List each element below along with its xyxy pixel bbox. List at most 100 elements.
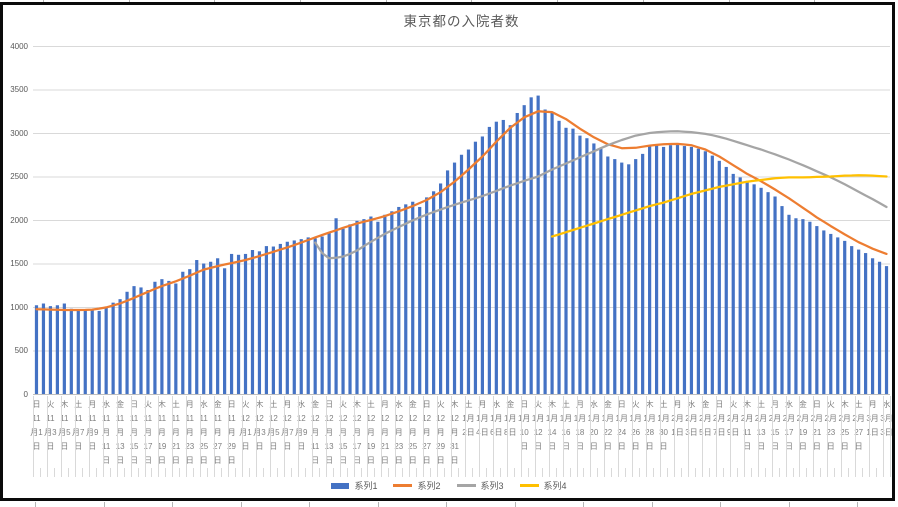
bar-系列1[interactable] [439, 183, 443, 394]
bar-系列1[interactable] [292, 240, 296, 394]
bar-系列1[interactable] [487, 126, 491, 394]
bar-系列1[interactable] [243, 253, 248, 394]
bar-系列1[interactable] [313, 238, 317, 394]
bar-系列1[interactable] [473, 141, 478, 394]
bar-系列1[interactable] [299, 239, 303, 394]
bar-系列1[interactable] [271, 246, 275, 394]
bar-系列1[interactable] [285, 241, 289, 394]
bar-系列1[interactable] [710, 155, 714, 394]
bar-系列1[interactable] [738, 177, 742, 394]
bar-系列1[interactable] [689, 146, 694, 394]
bar-系列1[interactable] [571, 128, 575, 394]
bar-系列1[interactable] [675, 143, 680, 394]
bar-系列1[interactable] [341, 228, 345, 394]
bar-系列1[interactable] [327, 233, 331, 394]
bar-系列1[interactable] [278, 243, 282, 394]
bar-系列1[interactable] [445, 170, 450, 394]
bar-系列1[interactable] [69, 308, 73, 394]
bar-系列1[interactable] [432, 191, 436, 394]
legend-item-系列3[interactable]: 系列3 [456, 479, 504, 492]
bar-系列1[interactable] [216, 258, 220, 394]
bar-系列1[interactable] [425, 197, 429, 394]
bar-系列1[interactable] [229, 253, 234, 394]
bar-系列1[interactable] [508, 125, 512, 395]
bar-系列1[interactable] [404, 204, 408, 394]
bar-系列1[interactable] [376, 221, 380, 394]
bar-系列1[interactable] [334, 218, 338, 394]
bar-系列1[interactable] [362, 219, 366, 394]
bar-系列1[interactable] [724, 166, 728, 394]
bar-系列1[interactable] [369, 216, 373, 394]
bar-系列1[interactable] [223, 268, 227, 394]
bar-系列1[interactable] [348, 224, 352, 394]
legend-item-系列4[interactable]: 系列4 [519, 479, 567, 492]
bar-系列1[interactable] [383, 214, 387, 394]
bar-系列1[interactable] [97, 310, 101, 394]
bar-系列1[interactable] [620, 162, 624, 394]
bar-系列1[interactable] [146, 290, 150, 394]
bar-系列1[interactable] [661, 146, 666, 394]
bar-系列1[interactable] [41, 303, 46, 394]
bar-系列1[interactable] [34, 305, 39, 394]
bar-系列1[interactable] [654, 144, 659, 394]
bar-系列1[interactable] [759, 187, 763, 394]
bar-系列1[interactable] [181, 271, 185, 394]
bar-系列1[interactable] [118, 299, 122, 394]
bar-系列1[interactable] [787, 214, 791, 394]
bar-系列1[interactable] [202, 263, 206, 395]
bar-系列1[interactable] [766, 192, 770, 394]
bar-系列1[interactable] [494, 121, 498, 394]
bar-系列1[interactable] [48, 306, 53, 394]
bar-系列1[interactable] [397, 206, 401, 394]
bar-系列1[interactable] [306, 237, 310, 394]
bar-系列1[interactable] [55, 305, 59, 394]
bar-系列1[interactable] [780, 206, 784, 394]
bar-系列1[interactable] [836, 237, 840, 394]
bar-系列1[interactable] [62, 303, 66, 394]
bar-系列1[interactable] [557, 120, 561, 394]
bar-系列1[interactable] [682, 146, 687, 394]
bar-系列1[interactable] [418, 206, 422, 394]
bar-系列1[interactable] [83, 309, 87, 394]
bar-系列1[interactable] [634, 159, 638, 394]
bar-系列1[interactable] [257, 251, 262, 394]
bar-系列1[interactable] [515, 112, 519, 395]
bar-系列1[interactable] [480, 136, 484, 395]
bar-系列1[interactable] [167, 280, 171, 394]
bar-系列1[interactable] [501, 119, 505, 394]
bar-系列1[interactable] [536, 95, 540, 394]
bar-系列1[interactable] [717, 160, 721, 394]
bar-系列1[interactable] [76, 309, 80, 394]
bar-系列1[interactable] [843, 240, 847, 394]
bar-系列1[interactable] [466, 149, 471, 394]
bar-系列1[interactable] [850, 246, 854, 394]
bar-系列1[interactable] [160, 279, 164, 394]
bar-系列1[interactable] [815, 226, 819, 394]
bar-系列1[interactable] [822, 230, 826, 394]
bar-系列1[interactable] [668, 145, 673, 394]
bar-系列1[interactable] [808, 221, 812, 394]
bar-系列1[interactable] [264, 246, 269, 394]
bar-系列1[interactable] [592, 143, 596, 394]
bar-系列1[interactable] [745, 180, 749, 394]
bar-系列1[interactable] [459, 154, 464, 394]
bar-系列1[interactable] [111, 302, 115, 394]
line-系列4[interactable] [550, 174, 888, 238]
bar-系列1[interactable] [703, 151, 707, 394]
bar-系列1[interactable] [585, 138, 589, 394]
bar-系列1[interactable] [613, 159, 617, 394]
legend-item-系列2[interactable]: 系列2 [393, 479, 441, 492]
bar-系列1[interactable] [731, 173, 735, 394]
line-系列2[interactable] [35, 110, 888, 312]
bar-系列1[interactable] [188, 269, 192, 394]
chart-title[interactable]: 東京都の入院者数 [403, 14, 520, 29]
bar-系列1[interactable] [829, 233, 833, 394]
bar-系列1[interactable] [139, 287, 143, 394]
bar-系列1[interactable] [606, 156, 610, 394]
bar-系列1[interactable] [641, 153, 645, 394]
bar-系列1[interactable] [355, 220, 359, 394]
bar-系列1[interactable] [648, 146, 652, 394]
bar-系列1[interactable] [320, 236, 324, 394]
bar-系列1[interactable] [236, 254, 241, 394]
bar-系列1[interactable] [411, 201, 415, 394]
